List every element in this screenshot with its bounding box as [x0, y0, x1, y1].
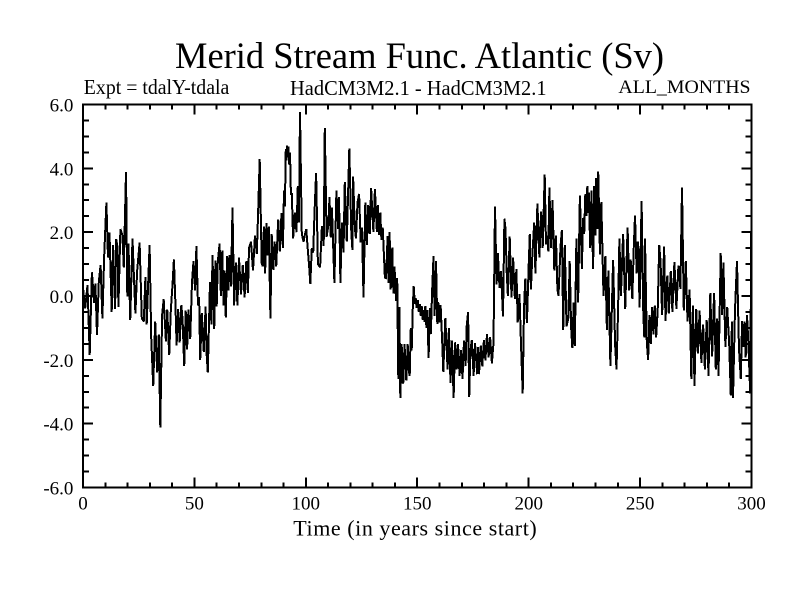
- svg-text:6.0: 6.0: [50, 96, 74, 117]
- svg-text:100: 100: [292, 494, 321, 515]
- svg-text:Time (in years since start): Time (in years since start): [293, 516, 536, 541]
- svg-text:150: 150: [403, 494, 432, 515]
- svg-text:-2.0: -2.0: [43, 351, 73, 372]
- svg-text:ALL_MONTHS: ALL_MONTHS: [618, 77, 750, 98]
- svg-text:Expt = tdalY-tdala: Expt = tdalY-tdala: [84, 75, 230, 99]
- svg-text:200: 200: [514, 494, 543, 515]
- svg-text:2.0: 2.0: [50, 223, 74, 244]
- svg-text:250: 250: [626, 494, 655, 515]
- svg-text:0.0: 0.0: [50, 287, 74, 308]
- svg-text:-6.0: -6.0: [43, 479, 73, 500]
- svg-text:300: 300: [737, 494, 766, 515]
- svg-text:4.0: 4.0: [50, 159, 74, 180]
- svg-text:-4.0: -4.0: [43, 415, 73, 436]
- svg-text:50: 50: [185, 494, 204, 515]
- svg-text:Merid Stream Func. Atlantic (S: Merid Stream Func. Atlantic (Sv): [175, 35, 664, 76]
- svg-text:0: 0: [78, 494, 88, 515]
- svg-text:HadCM3M2.1 - HadCM3M2.1: HadCM3M2.1 - HadCM3M2.1: [290, 76, 547, 100]
